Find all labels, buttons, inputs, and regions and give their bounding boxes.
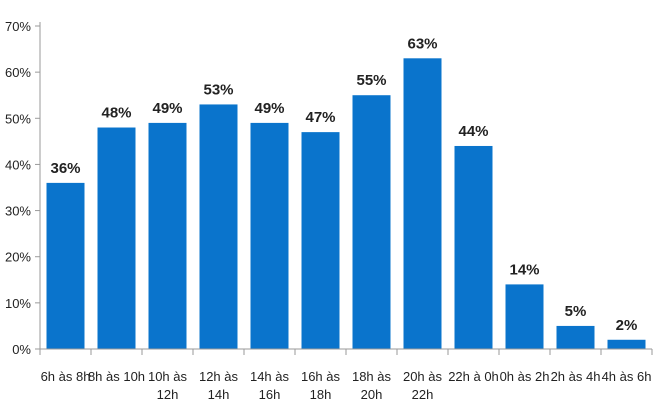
- x-tick-label-line: 0h às 2h: [500, 369, 550, 384]
- x-tick-label-line: 4h às 6h: [602, 369, 652, 384]
- x-tick-label-line: 8h às 10h: [88, 369, 145, 384]
- x-tick-label-line: 14h: [208, 387, 230, 402]
- data-labels: 36% 48% 49% 53% 49% 47% 55% 63% 44% 14% 5% 2%: [50, 35, 637, 333]
- x-tick-label-line: 18h às: [352, 369, 392, 384]
- bar: [454, 145, 493, 349]
- x-tick-label-line: 22h à 0h: [448, 369, 499, 384]
- x-tick-label-line: 10h às: [148, 369, 188, 384]
- x-tick-label-line: 20h às: [403, 369, 443, 384]
- x-tick-label: 18h às 20h: [352, 369, 392, 402]
- data-label: 55%: [356, 72, 386, 89]
- bar: [403, 58, 442, 350]
- bar: [301, 132, 340, 349]
- bar: [97, 127, 136, 349]
- bars: [46, 58, 646, 350]
- x-tick-label: 22h à 0h: [448, 369, 499, 384]
- x-tick-label-line: 12h às: [199, 369, 239, 384]
- x-tick-label: 12h às 14h: [199, 369, 239, 402]
- bar: [46, 182, 85, 349]
- data-label: 14%: [509, 261, 539, 278]
- data-label: 63%: [407, 35, 437, 52]
- bar: [607, 339, 646, 349]
- y-tick-label: 10%: [5, 296, 31, 311]
- x-tick-label: 16h às 18h: [301, 369, 341, 402]
- data-label: 47%: [305, 109, 335, 126]
- x-tick-label-line: 12h: [157, 387, 179, 402]
- bar: [148, 122, 187, 350]
- x-tick-label-line: 14h às: [250, 369, 290, 384]
- data-label: 44%: [458, 123, 488, 140]
- x-tick-label: 6h às 8h: [41, 369, 91, 384]
- x-tick-label-line: 16h às: [301, 369, 341, 384]
- x-tick-label-line: 6h às 8h: [41, 369, 91, 384]
- x-tick-label: 0h às 2h: [500, 369, 550, 384]
- y-tick-label: 40%: [5, 157, 31, 172]
- bar: [199, 104, 238, 349]
- data-label: 36%: [50, 160, 80, 177]
- bar: [352, 95, 391, 349]
- y-tick-label: 0%: [12, 342, 31, 357]
- y-tick-label: 60%: [5, 65, 31, 80]
- y-tick-label: 30%: [5, 204, 31, 219]
- x-tick-label-line: 18h: [310, 387, 332, 402]
- x-tick-label: 2h às 4h: [551, 369, 601, 384]
- y-tick-label: 50%: [5, 111, 31, 126]
- y-tick-label: 70%: [5, 19, 31, 34]
- data-label: 49%: [254, 100, 284, 117]
- y-axis: 0% 10% 20% 30% 40% 50% 60% 70%: [5, 19, 41, 357]
- x-tick-label: 8h às 10h: [88, 369, 145, 384]
- x-tick-label-line: 20h: [361, 387, 383, 402]
- bar: [250, 122, 289, 350]
- x-tick-label: 4h às 6h: [602, 369, 652, 384]
- x-tick-label: 20h às 22h: [403, 369, 443, 402]
- x-tick-label-line: 2h às 4h: [551, 369, 601, 384]
- data-label: 48%: [101, 105, 131, 122]
- x-tick-label-line: 22h: [412, 387, 434, 402]
- data-label: 2%: [616, 317, 638, 334]
- bar: [505, 284, 544, 349]
- data-label: 5%: [565, 303, 587, 320]
- y-tick-label: 20%: [5, 250, 31, 265]
- data-label: 49%: [152, 100, 182, 117]
- x-tick-label-line: 16h: [259, 387, 281, 402]
- data-label: 53%: [203, 81, 233, 98]
- x-tick-label: 10h às 12h: [148, 369, 188, 402]
- x-tick-label: 14h às 16h: [250, 369, 290, 402]
- bar: [556, 325, 595, 349]
